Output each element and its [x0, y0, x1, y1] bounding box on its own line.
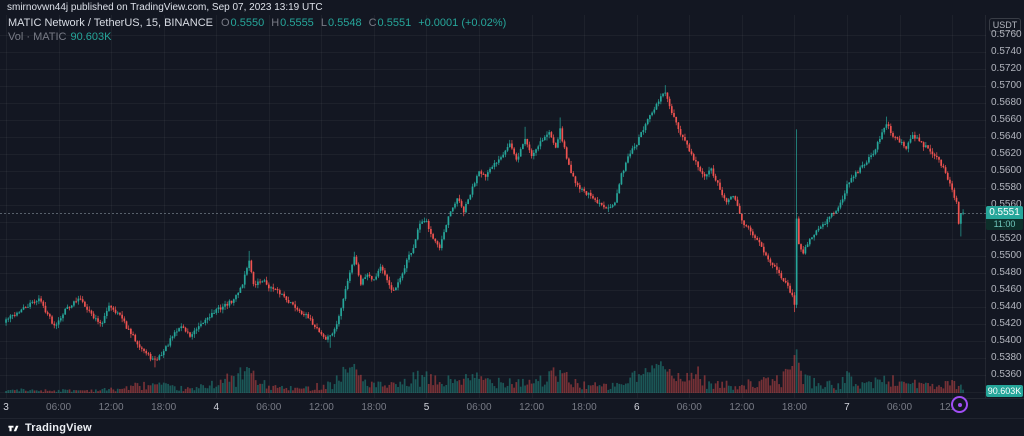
- currency-label: USDT: [989, 18, 1021, 32]
- high-value: 0.5555: [280, 17, 314, 29]
- time-axis-label: 18:00: [571, 402, 597, 413]
- price-tick-label: 0.5500: [991, 250, 1022, 261]
- open-value: 0.5550: [230, 17, 265, 29]
- tradingview-logo-icon[interactable]: [7, 422, 20, 435]
- close-value: 0.5551: [377, 17, 412, 29]
- close-label: C: [368, 17, 377, 29]
- time-axis-label: 06:00: [887, 402, 913, 413]
- time-axis-label: 3: [3, 402, 9, 413]
- open-pair: O0.5550: [221, 17, 264, 29]
- price-tick-label: 0.5560: [991, 199, 1022, 210]
- footer-bar: TradingView: [0, 418, 1024, 436]
- attribution-text: smirnovwn44j published on TradingView.co…: [7, 2, 323, 13]
- high-pair: H0.5555: [271, 17, 314, 29]
- low-value: 0.5548: [327, 17, 362, 29]
- time-axis-label: 7: [844, 402, 850, 413]
- price-tick-label: 0.5420: [991, 318, 1022, 329]
- price-tick-label: 0.5740: [991, 46, 1022, 57]
- last-price-value: 0.5551: [986, 205, 1023, 219]
- last-price-badge: 0.5551 11:00: [986, 205, 1023, 230]
- volume-label: Vol · MATIC: [8, 31, 67, 43]
- time-axis-label: 12:00: [729, 402, 755, 413]
- price-tick-label: 0.5660: [991, 114, 1022, 125]
- candlestick-chart-canvas[interactable]: [0, 15, 986, 398]
- price-tick-label: 0.5700: [991, 80, 1022, 91]
- price-tick-label: 0.5680: [991, 97, 1022, 108]
- price-tick-label: 0.5580: [991, 182, 1022, 193]
- time-axis-label: 5: [423, 402, 430, 413]
- time-axis-label: 06:00: [46, 402, 72, 413]
- price-tick-label: 0.5620: [991, 148, 1022, 159]
- avatar-dot: [957, 402, 962, 407]
- price-tick-label: 0.5640: [991, 131, 1022, 142]
- price-tick-label: 0.5380: [991, 352, 1022, 363]
- chart-plot: MATIC Network / TetherUS, 15, BINANCE O0…: [0, 15, 986, 398]
- close-pair: C0.5551: [369, 17, 412, 29]
- chart-legend[interactable]: MATIC Network / TetherUS, 15, BINANCE O0…: [8, 17, 506, 45]
- volume-value: 90.603K: [70, 31, 112, 43]
- time-axis-label: 18:00: [151, 402, 177, 413]
- volume-axis-badge: 90.603K: [986, 385, 1023, 397]
- high-label: H: [271, 17, 280, 29]
- time-axis-divider: [0, 398, 1024, 399]
- price-tick-label: 0.5520: [991, 233, 1022, 244]
- time-axis-label: 6: [633, 402, 640, 413]
- bar-countdown: 11:00: [986, 218, 1023, 230]
- price-tick-label: 0.5760: [991, 29, 1022, 40]
- price-tick-label: 0.5600: [991, 165, 1022, 176]
- change-value: +0.0001 (+0.02%): [418, 17, 507, 29]
- time-axis-label: 12:00: [519, 402, 545, 413]
- price-tick-label: 0.5480: [991, 267, 1022, 278]
- time-axis[interactable]: 3 06:00 12:00 18:00 4 06:00 12:00 18:00 5 06:00 12…: [0, 398, 986, 418]
- time-axis-label: 12:00: [308, 402, 334, 413]
- publisher-avatar-icon[interactable]: [951, 396, 968, 413]
- time-axis-label: 4: [213, 402, 220, 413]
- time-axis-label: 18:00: [781, 402, 807, 413]
- symbol-title[interactable]: MATIC Network / TetherUS, 15, BINANCE: [8, 17, 213, 29]
- attribution-bar: smirnovwn44j published on TradingView.co…: [0, 0, 1024, 15]
- price-tick-label: 0.5360: [991, 369, 1022, 380]
- time-axis-label: 06:00: [256, 402, 282, 413]
- time-axis-label: 06:00: [466, 402, 492, 413]
- open-label: O: [220, 17, 230, 29]
- time-axis-label: 12:00: [98, 402, 124, 413]
- low-label: L: [320, 17, 327, 29]
- legend-volume-row: Vol · MATIC 90.603K: [8, 31, 506, 43]
- low-pair: L0.5548: [321, 17, 362, 29]
- price-tick-label: 0.5400: [991, 335, 1022, 346]
- price-tick-label: 0.5460: [991, 284, 1022, 295]
- price-axis[interactable]: USDT 0.53400.53600.53800.54000.54200.544…: [985, 15, 1024, 398]
- legend-symbol-row: MATIC Network / TetherUS, 15, BINANCE O0…: [8, 17, 506, 29]
- tradingview-logo-text[interactable]: TradingView: [25, 422, 92, 434]
- time-axis-label: 18:00: [361, 402, 387, 413]
- time-axis-label: 06:00: [676, 402, 702, 413]
- price-tick-label: 0.5440: [991, 301, 1022, 312]
- price-tick-label: 0.5720: [991, 63, 1022, 74]
